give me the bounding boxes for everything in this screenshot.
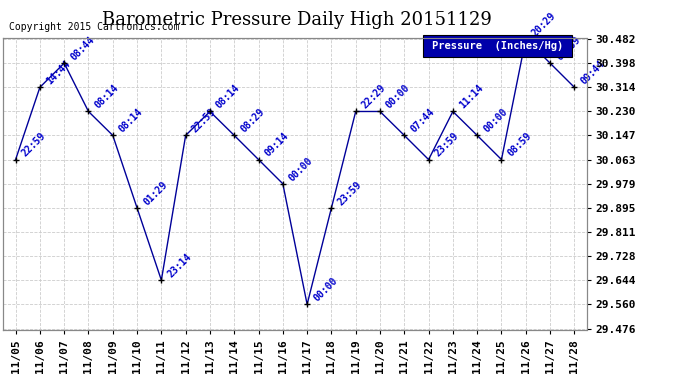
Text: 09:14: 09:14 xyxy=(263,131,290,159)
Text: 08:44: 08:44 xyxy=(68,34,96,62)
Text: Barometric Pressure Daily High 20151129: Barometric Pressure Daily High 20151129 xyxy=(101,11,492,29)
Text: 00:00: 00:00 xyxy=(311,276,339,304)
Text: 08:14: 08:14 xyxy=(92,83,121,111)
Text: 00:59: 00:59 xyxy=(554,34,582,62)
Text: 20:29: 20:29 xyxy=(530,10,558,38)
Text: Copyright 2015 Cartronics.com: Copyright 2015 Cartronics.com xyxy=(9,22,179,32)
Text: 01:29: 01:29 xyxy=(141,179,169,207)
Text: 23:14: 23:14 xyxy=(166,252,193,279)
Text: 00:00: 00:00 xyxy=(287,155,315,183)
Text: 08:14: 08:14 xyxy=(117,107,145,135)
Text: 08:59: 08:59 xyxy=(506,131,533,159)
Text: 07:44: 07:44 xyxy=(408,107,436,135)
Text: 22:59: 22:59 xyxy=(20,131,48,159)
Text: Pressure  (Inches/Hg): Pressure (Inches/Hg) xyxy=(432,40,563,51)
Text: 08:29: 08:29 xyxy=(239,107,266,135)
Text: 22:59: 22:59 xyxy=(190,107,217,135)
Text: 09:44: 09:44 xyxy=(578,58,607,87)
Text: 14:44: 14:44 xyxy=(44,58,72,87)
Text: 00:00: 00:00 xyxy=(384,83,412,111)
Text: 23:59: 23:59 xyxy=(335,179,364,207)
Text: 11:14: 11:14 xyxy=(457,83,485,111)
Text: 23:59: 23:59 xyxy=(433,131,461,159)
Text: 22:29: 22:29 xyxy=(360,83,388,111)
Text: 08:14: 08:14 xyxy=(214,83,242,111)
Text: 00:00: 00:00 xyxy=(482,107,509,135)
FancyBboxPatch shape xyxy=(423,34,572,57)
